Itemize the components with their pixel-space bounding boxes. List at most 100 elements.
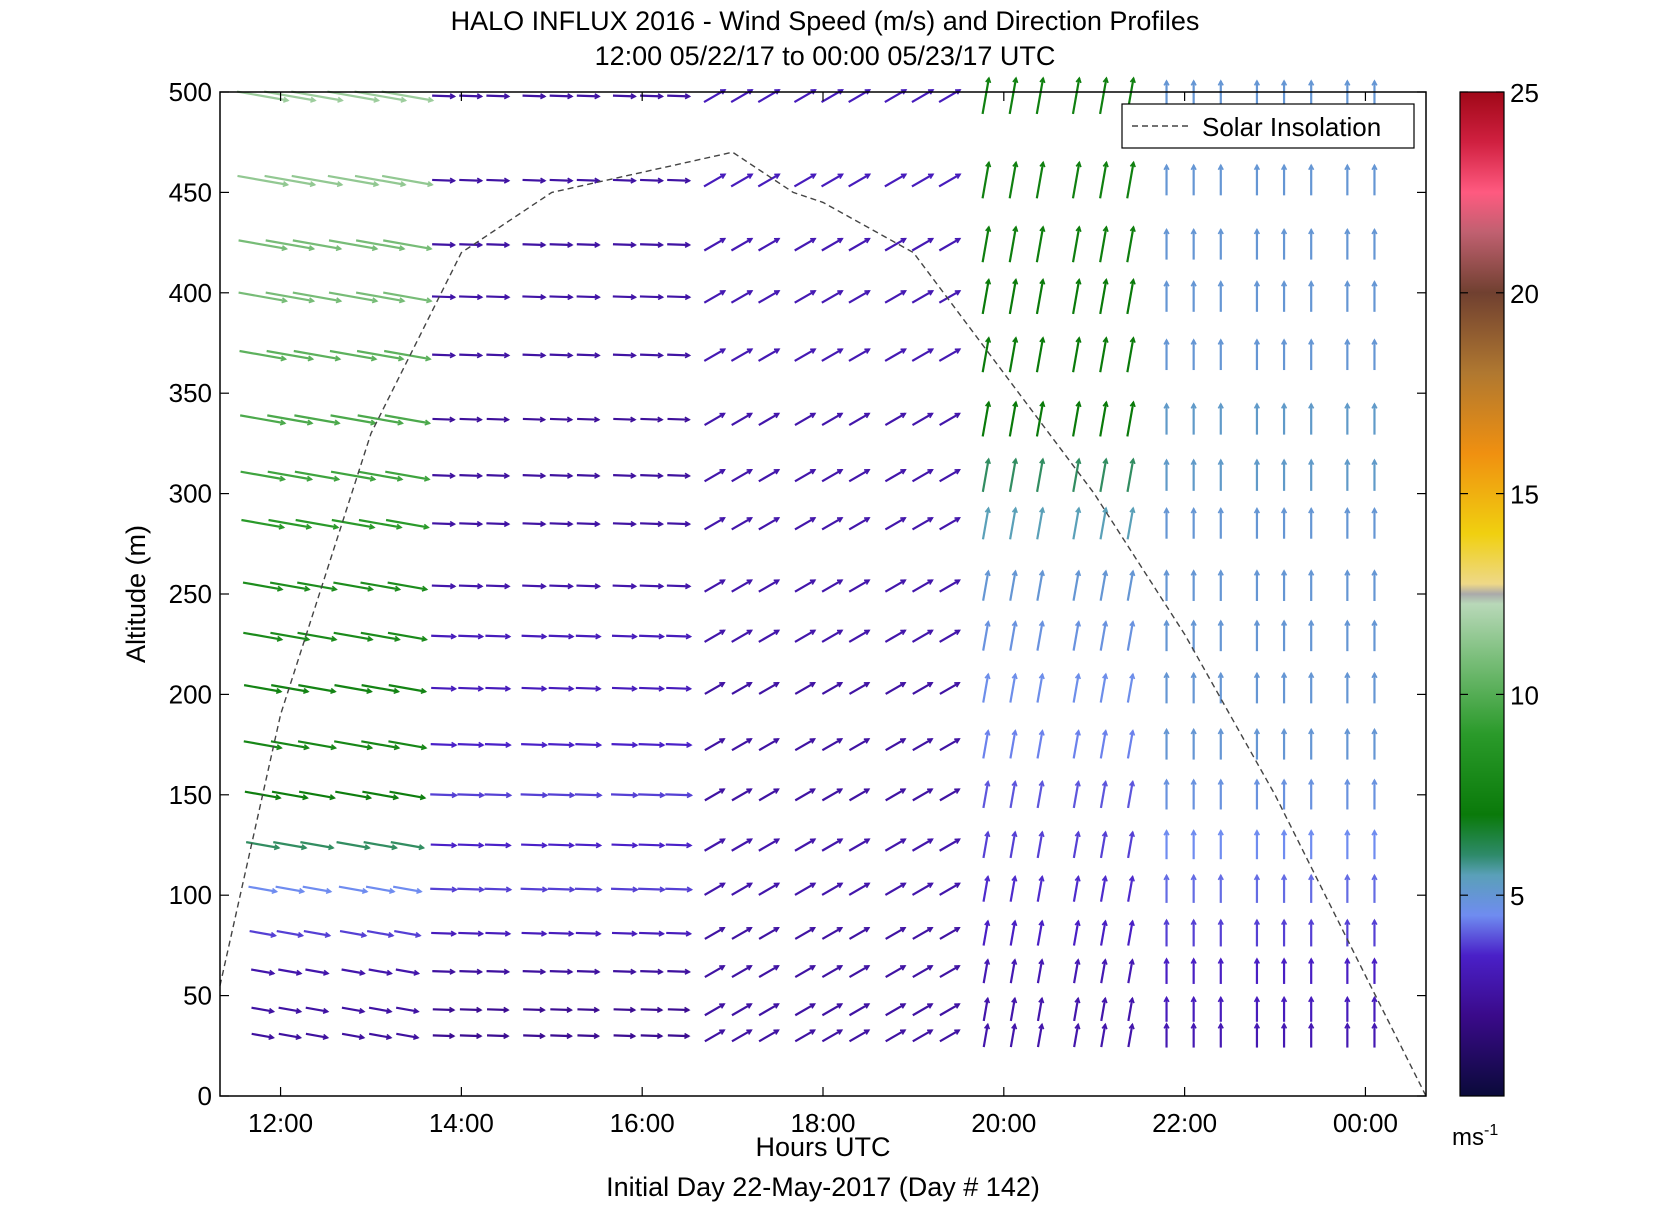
wind-arrow	[1009, 920, 1017, 946]
y-tick-label: 150	[169, 780, 212, 810]
wind-arrow-head	[540, 930, 548, 937]
wind-arrow-head	[540, 177, 547, 184]
wind-arrow	[982, 674, 990, 703]
wind-arrow	[577, 1008, 599, 1012]
wind-arrow-head	[1371, 79, 1378, 86]
wind-arrow-head	[1129, 336, 1136, 343]
y-tick-label: 400	[169, 278, 212, 308]
wind-arrow-head	[449, 177, 457, 184]
wind-arrow	[982, 831, 990, 859]
wind-arrow-head	[1074, 874, 1081, 882]
wind-arrow	[328, 239, 377, 250]
wind-arrow	[295, 518, 338, 529]
wind-arrow-head	[412, 1033, 420, 1041]
wind-arrow	[486, 178, 509, 182]
wind-arrow-head	[307, 355, 315, 362]
wind-arrow-head	[630, 93, 637, 100]
wind-arrow-head	[566, 472, 574, 479]
wind-arrow	[848, 468, 870, 483]
wind-arrow-head	[396, 475, 404, 482]
wind-arrow	[577, 417, 599, 421]
wind-arrow-head	[983, 1022, 991, 1030]
wind-arrow	[1009, 571, 1017, 601]
wind-arrow	[273, 841, 307, 849]
wind-arrow	[458, 584, 482, 588]
wind-arrow-head	[568, 930, 575, 937]
wind-arrow	[848, 348, 870, 362]
wind-arrow-head	[658, 842, 666, 849]
wind-arrow	[292, 239, 341, 250]
wind-arrow	[1008, 77, 1018, 115]
wind-arrow-head	[864, 629, 871, 636]
wind-arrow	[1127, 1024, 1134, 1048]
wind-arrow-head	[630, 177, 637, 184]
wind-arrow	[640, 178, 663, 182]
y-tick-label: 200	[169, 679, 212, 709]
wind-arrow	[521, 843, 547, 847]
x-tick-label: 16:00	[610, 1108, 675, 1138]
wind-arrow	[848, 681, 870, 695]
wind-arrow-head	[596, 792, 603, 799]
wind-arrow-head	[393, 687, 401, 694]
wind-arrow-head	[631, 741, 639, 748]
wind-arrow-head	[746, 838, 754, 844]
wind-arrow	[981, 162, 990, 199]
wind-arrow-head	[387, 931, 395, 938]
wind-arrow	[248, 885, 277, 893]
wind-arrow	[365, 885, 395, 893]
wind-arrow-head	[985, 400, 992, 408]
wind-arrow	[459, 178, 482, 182]
wind-arrow-head	[773, 1029, 780, 1035]
wind-arrow-head	[632, 792, 639, 799]
wind-arrow	[395, 1006, 419, 1013]
wind-arrow-head	[302, 794, 309, 801]
wind-arrow	[981, 279, 990, 315]
wind-arrow-head	[393, 744, 401, 751]
wind-arrow-head	[658, 685, 666, 692]
wind-arrow	[758, 517, 780, 531]
wind-arrow-head	[1344, 507, 1351, 514]
wind-arrow-head	[747, 89, 754, 95]
wind-arrow	[982, 621, 990, 651]
wind-arrow	[938, 289, 961, 304]
wind-arrow-head	[282, 96, 290, 103]
wind-arrow	[576, 295, 600, 299]
wind-arrow-head	[1190, 727, 1197, 735]
wind-arrow	[1072, 337, 1081, 373]
wind-arrow-head	[746, 788, 753, 794]
wind-arrow	[911, 629, 933, 643]
wind-arrow-head	[276, 585, 284, 592]
wind-arrow	[610, 793, 638, 797]
wind-arrow-head	[539, 1032, 546, 1040]
wind-arrow-head	[836, 579, 844, 585]
wind-arrow	[848, 738, 870, 752]
wind-arrow	[549, 584, 573, 588]
wind-arrow-head	[1371, 163, 1378, 171]
wind-arrow	[794, 681, 816, 695]
wind-arrow	[522, 353, 545, 357]
wind-arrow	[355, 291, 405, 303]
wind-arrow-head	[630, 583, 638, 590]
wind-arrow	[911, 173, 934, 188]
wind-arrow-head	[1075, 225, 1082, 232]
wind-arrow	[1072, 279, 1081, 315]
wind-arrow	[251, 1032, 274, 1039]
wind-arrow-head	[985, 160, 992, 168]
wind-arrow-head	[746, 629, 754, 636]
wind-arrow	[1072, 876, 1080, 902]
y-tick-label: 50	[183, 981, 212, 1011]
wind-arrow	[338, 885, 368, 893]
wind-arrow-head	[1163, 79, 1170, 86]
wind-arrow-head	[1128, 874, 1135, 882]
wind-arrow-head	[594, 583, 602, 590]
wind-arrow-head	[275, 687, 283, 694]
wind-arrow-head	[1039, 76, 1046, 84]
wind-arrow-head	[300, 844, 308, 851]
wind-arrow-head	[330, 687, 337, 694]
wind-arrow-head	[1163, 619, 1170, 626]
wind-arrow	[575, 686, 601, 690]
wind-arrow	[758, 468, 780, 483]
wind-arrow	[939, 882, 961, 896]
wind-arrow-head	[1308, 227, 1315, 235]
wind-arrow-head	[1129, 225, 1136, 232]
